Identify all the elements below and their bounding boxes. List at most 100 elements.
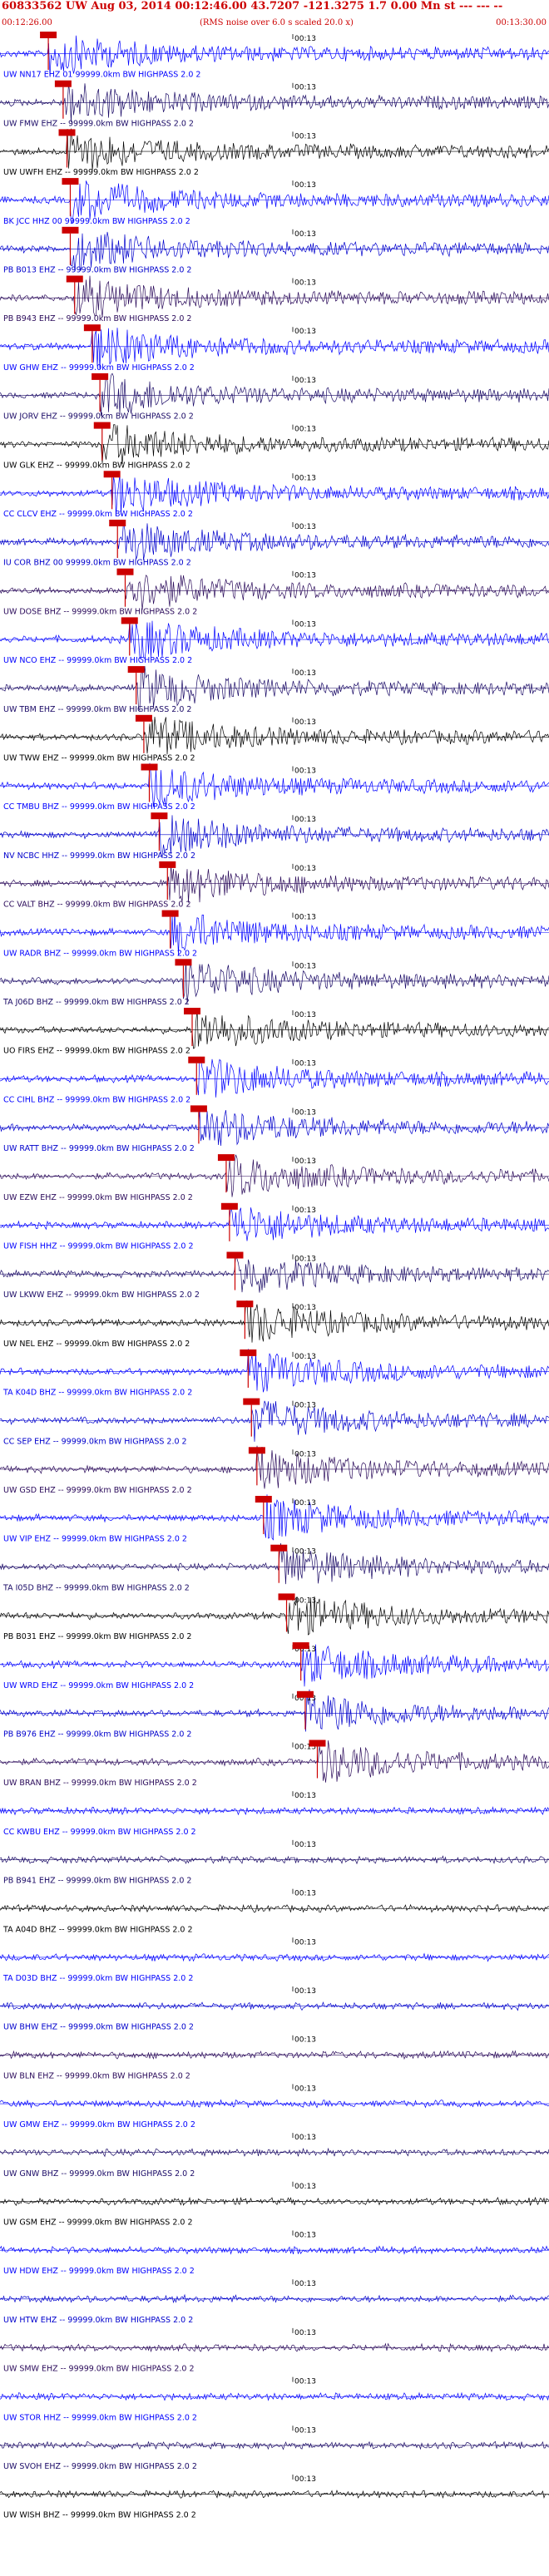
trace-label: UW SVOH EHZ -- 99999.0km BW HIGHPASS 2.0… bbox=[3, 2462, 197, 2471]
pick-flag bbox=[184, 1008, 200, 1014]
trace-42: UW GMW EHZ -- 99999.0km BW HIGHPASS 2.0 … bbox=[0, 2084, 549, 2129]
time-tick-label: 00:13 bbox=[294, 181, 316, 190]
waveform bbox=[0, 2099, 549, 2109]
pick-flag bbox=[40, 32, 57, 38]
waveform bbox=[0, 231, 549, 272]
trace-10: IU COR BHZ 00 99999.0km BW HIGHPASS 2.0 … bbox=[0, 520, 549, 568]
trace-19: TA J06D BHZ -- 99999.0km BW HIGHPASS 2.0… bbox=[0, 959, 549, 1007]
trace-label: UW UWFH EHZ -- 99999.0km BW HIGHPASS 2.0… bbox=[3, 168, 199, 177]
time-tick-label: 00:13 bbox=[294, 2183, 316, 2191]
trace-32: PB B031 EHZ -- 99999.0km BW HIGHPASS 2.0… bbox=[0, 1593, 549, 1641]
trace-36: CC KWBU EHZ -- 99999.0km BW HIGHPASS 2.0… bbox=[0, 1791, 549, 1837]
trace-label: UW EZW EHZ -- 99999.0km BW HIGHPASS 2.0 … bbox=[3, 1193, 193, 1202]
time-tick-label: 00:13 bbox=[294, 2085, 316, 2093]
waveform bbox=[0, 1445, 549, 1489]
trace-label: UW GNW BHZ -- 99999.0km BW HIGHPASS 2.0 … bbox=[3, 2169, 195, 2179]
waveform bbox=[0, 1644, 549, 1687]
event-title: 60833562 UW Aug 03, 2014 00:12:46.00 43.… bbox=[2, 0, 503, 12]
time-tick-label: 00:13 bbox=[294, 2426, 316, 2435]
trace-label: UW SMW EHZ -- 99999.0km BW HIGHPASS 2.0 … bbox=[3, 2365, 195, 2374]
pick-flag bbox=[190, 1105, 207, 1113]
time-tick-label: 00:13 bbox=[294, 2280, 316, 2288]
pick-flag bbox=[83, 324, 101, 332]
trace-label: NV NCBC HHZ -- 99999.0km BW HIGHPASS 2.0… bbox=[3, 851, 195, 861]
pick-flag bbox=[135, 714, 152, 722]
waveform bbox=[0, 815, 549, 858]
trace-label: UW DOSE BHZ -- 99999.0km BW HIGHPASS 2.0… bbox=[3, 607, 197, 616]
waveform bbox=[0, 2147, 549, 2158]
trace-label: UW RATT BHZ -- 99999.0km BW HIGHPASS 2.0… bbox=[3, 1144, 195, 1153]
trace-1: UW FMW EHZ -- 99999.0km BW HIGHPASS 2.0 … bbox=[0, 80, 549, 128]
waveform bbox=[0, 911, 549, 956]
time-tick-label: 00:13 bbox=[294, 620, 316, 629]
waveform bbox=[0, 2001, 549, 2011]
pick-flag bbox=[66, 275, 83, 283]
waveform bbox=[0, 1110, 549, 1147]
time-tick-label: 00:13 bbox=[294, 1011, 316, 1019]
trace-7: UW JORV EHZ -- 99999.0km BW HIGHPASS 2.0… bbox=[0, 373, 549, 422]
waveform bbox=[0, 2342, 549, 2353]
trace-37: PB B941 EHZ -- 99999.0km BW HIGHPASS 2.0… bbox=[0, 1839, 549, 1886]
trace-label: TA J06D BHZ -- 99999.0km BW HIGHPASS 2.0… bbox=[2, 998, 190, 1007]
trace-44: UW GSM EHZ -- 99999.0km BW HIGHPASS 2.0 … bbox=[0, 2181, 549, 2228]
time-tick-label: 00:13 bbox=[294, 767, 316, 776]
trace-label: PB B031 EHZ -- 99999.0km BW HIGHPASS 2.0… bbox=[3, 1632, 191, 1641]
trace-label: CC VALT BHZ -- 99999.0km BW HIGHPASS 2.0… bbox=[3, 901, 191, 910]
trace-label: UW TWW EHZ -- 99999.0km BW HIGHPASS 2.0 … bbox=[3, 754, 195, 763]
trace-label: TA D03D BHZ -- 99999.0km BW HIGHPASS 2.0… bbox=[2, 1974, 193, 1983]
waveform bbox=[0, 1154, 549, 1197]
trace-label: CC SEP EHZ -- 99999.0km BW HIGHPASS 2.0 … bbox=[3, 1437, 187, 1446]
trace-label: UW BLN EHZ -- 99999.0km BW HIGHPASS 2.0 … bbox=[3, 2071, 190, 2080]
time-tick-label: 00:13 bbox=[294, 1792, 316, 1800]
waveform bbox=[0, 180, 549, 224]
waveform bbox=[0, 2391, 549, 2401]
trace-label: UW NCO EHZ -- 99999.0km BW HIGHPASS 2.0 … bbox=[3, 656, 192, 665]
pick-flag bbox=[121, 617, 138, 624]
waveform bbox=[0, 1300, 549, 1343]
pick-flag bbox=[188, 1056, 205, 1063]
time-tick-label: 00:13 bbox=[294, 1207, 316, 1215]
time-tick-label: 00:13 bbox=[294, 1890, 316, 1898]
trace-17: CC VALT BHZ -- 99999.0km BW HIGHPASS 2.0… bbox=[0, 861, 549, 910]
trace-label: CC CLCV EHZ -- 99999.0km BW HIGHPASS 2.0… bbox=[3, 510, 193, 519]
trace-label: UW GHW EHZ -- 99999.0km BW HIGHPASS 2.0 … bbox=[3, 363, 195, 373]
trace-48: UW STOR HHZ -- 99999.0km BW HIGHPASS 2.0… bbox=[0, 2376, 549, 2422]
waveform bbox=[0, 1400, 549, 1442]
pick-flag bbox=[175, 959, 192, 966]
waveform bbox=[0, 1349, 549, 1393]
waveform bbox=[0, 1952, 549, 1962]
time-tick-label: 00:13 bbox=[294, 2475, 316, 2484]
trace-41: UW BLN EHZ -- 99999.0km BW HIGHPASS 2.0 … bbox=[0, 2035, 549, 2080]
trace-38: TA A04D BHZ -- 99999.0km BW HIGHPASS 2.0… bbox=[0, 1888, 549, 1934]
pick-flag bbox=[248, 1447, 265, 1454]
trace-22: UW RATT BHZ -- 99999.0km BW HIGHPASS 2.0… bbox=[0, 1105, 549, 1153]
trace-label: UW GLK EHZ -- 99999.0km BW HIGHPASS 2.0 … bbox=[3, 461, 190, 470]
trace-47: UW SMW EHZ -- 99999.0km BW HIGHPASS 2.0 … bbox=[0, 2327, 549, 2374]
trace-label: UW NEL EHZ -- 99999.0km BW HIGHPASS 2.0 … bbox=[3, 1340, 190, 1349]
trace-45: UW HDW EHZ -- 99999.0km BW HIGHPASS 2.0 … bbox=[0, 2230, 549, 2276]
pick-flag bbox=[62, 178, 79, 185]
pick-flag bbox=[243, 1398, 260, 1405]
pick-flag bbox=[292, 1642, 309, 1650]
pick-flag bbox=[58, 129, 76, 136]
trace-34: PB B976 EHZ -- 99999.0km BW HIGHPASS 2.0… bbox=[0, 1689, 549, 1740]
waveform bbox=[0, 328, 549, 369]
time-tick-label: 00:13 bbox=[294, 865, 316, 873]
time-tick-label: 00:13 bbox=[294, 1548, 316, 1557]
time-tick-label: 00:13 bbox=[294, 1353, 316, 1361]
waveform bbox=[0, 575, 549, 610]
trace-49: UW SVOH EHZ -- 99999.0km BW HIGHPASS 2.0… bbox=[0, 2425, 549, 2471]
trace-23: UW EZW EHZ -- 99999.0km BW HIGHPASS 2.0 … bbox=[0, 1154, 549, 1202]
waveform bbox=[0, 2490, 549, 2500]
waveform bbox=[0, 1596, 549, 1636]
time-tick-label: 00:13 bbox=[294, 914, 316, 922]
time-tick-label: 00:13 bbox=[294, 816, 316, 824]
trace-5: PB B943 EHZ -- 99999.0km BW HIGHPASS 2.0… bbox=[0, 275, 549, 323]
waveform bbox=[0, 1740, 549, 1783]
waveform bbox=[0, 1903, 549, 1913]
trace-16: NV NCBC HHZ -- 99999.0km BW HIGHPASS 2.0… bbox=[0, 812, 549, 861]
trace-label: UW LKWW EHZ -- 99999.0km BW HIGHPASS 2.0… bbox=[3, 1290, 200, 1300]
trace-20: UO FIRS EHZ -- 99999.0km BW HIGHPASS 2.0… bbox=[0, 1008, 549, 1056]
pick-flag bbox=[296, 1690, 314, 1698]
trace-39: TA D03D BHZ -- 99999.0km BW HIGHPASS 2.0… bbox=[0, 1937, 549, 1983]
